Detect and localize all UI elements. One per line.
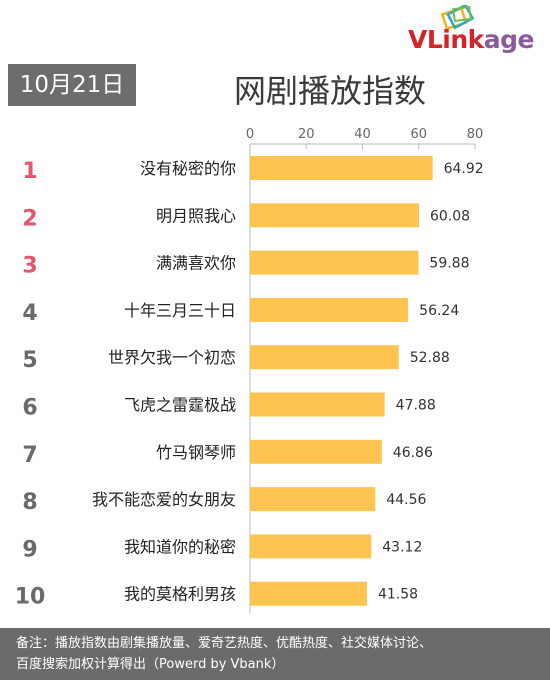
footer-line-2: 百度搜索加权计算得出（Powerd by Vbank） — [16, 657, 285, 672]
footer-note: 备注：播放指数由剧集播放量、爱奇艺热度、优酷热度、社交媒体讨论、 百度搜索加权计… — [0, 628, 550, 680]
bar — [250, 156, 433, 180]
rank-number: 9 — [22, 537, 37, 562]
rank-number: 5 — [22, 348, 37, 373]
rank-number: 8 — [22, 490, 37, 515]
category-label: 满满喜欢你 — [156, 254, 236, 273]
rank-number: 1 — [22, 159, 37, 184]
bar — [250, 345, 399, 370]
chart-title: 网剧播放指数 — [233, 72, 426, 110]
logo-frames-icon — [440, 5, 475, 31]
category-label: 我知道你的秘密 — [124, 537, 236, 556]
category-label: 没有秘密的你 — [140, 159, 236, 178]
value-label: 46.86 — [393, 445, 433, 461]
bar — [250, 487, 376, 512]
rank-number: 6 — [22, 396, 37, 421]
bar — [250, 581, 367, 606]
rank-number: 2 — [22, 206, 37, 231]
value-label: 52.88 — [410, 350, 450, 366]
x-tick-label: 20 — [298, 127, 315, 142]
bar — [250, 439, 382, 464]
bar — [250, 250, 419, 275]
x-tick-label: 40 — [354, 127, 371, 142]
category-label: 我的莫格利男孩 — [124, 585, 236, 604]
category-label: 飞虎之雷霆极战 — [124, 396, 236, 415]
value-label: 41.58 — [378, 587, 418, 603]
category-label: 明月照我心 — [156, 206, 236, 225]
value-label: 64.92 — [444, 161, 484, 177]
logo-text: VLinkage — [408, 25, 535, 54]
bar — [250, 297, 409, 322]
x-tick-label: 0 — [246, 127, 254, 142]
x-tick-label: 60 — [410, 127, 427, 142]
rank-number: 4 — [22, 301, 37, 326]
value-label: 60.08 — [430, 208, 470, 224]
value-label: 43.12 — [382, 539, 422, 555]
category-label: 我不能恋爱的女朋友 — [92, 490, 236, 509]
value-label: 59.88 — [429, 256, 469, 272]
category-label: 十年三月三十日 — [124, 301, 236, 320]
x-tick-label: 80 — [467, 127, 484, 142]
category-label: 世界欠我一个初恋 — [108, 348, 236, 367]
bar — [250, 534, 372, 559]
vlinkage-logo: VLinkage — [408, 5, 538, 57]
value-label: 44.56 — [386, 492, 426, 508]
value-label: 47.88 — [396, 398, 436, 414]
bar — [250, 392, 385, 417]
date-badge: 10月21日 — [8, 64, 136, 106]
rank-number: 7 — [22, 443, 37, 468]
bar-chart: 0 20 40 60 801 没有秘密的你 64.922 明月照我心 60.083 满满喜欢你 59… — [15, 127, 484, 613]
value-label: 56.24 — [419, 303, 459, 319]
rank-number: 3 — [22, 254, 37, 279]
rank-number: 10 — [15, 585, 46, 610]
bar — [250, 203, 419, 228]
footer-line-1: 备注：播放指数由剧集播放量、爱奇艺热度、优酷热度、社交媒体讨论、 — [16, 636, 433, 651]
category-label: 竹马钢琴师 — [156, 443, 236, 462]
